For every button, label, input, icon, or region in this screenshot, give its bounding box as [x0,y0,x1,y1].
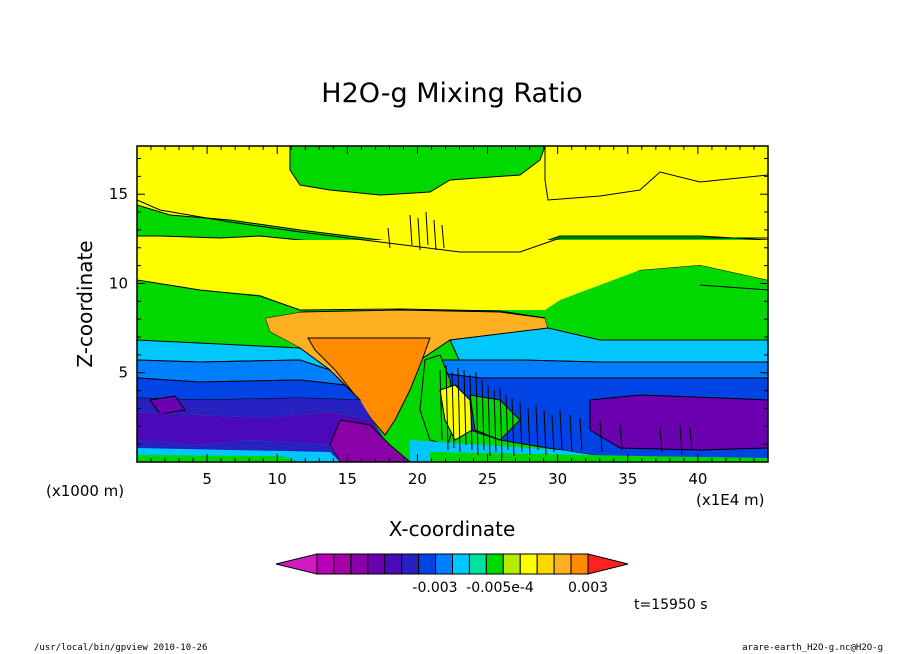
plot-area [137,146,768,462]
footer-left: /usr/local/bin/gpview 2010-10-26 [34,643,207,653]
y-tick-label: 10 [109,274,128,292]
colorbar-over-arrow [587,553,629,575]
colorbar-segment [519,553,538,575]
colorbar-label: -0.005e-4 [466,580,534,596]
time-label: t=15950 s [634,597,708,613]
colorbar-segment [570,553,589,575]
contour-yellow-streak [439,384,473,441]
colorbar-segment [468,553,487,575]
y-tick-labels: 5 10 15 [109,185,128,382]
colorbar-under-arrow [275,553,318,575]
colorbar-segment [553,553,572,575]
colorbar-label: -0.003 [412,580,457,596]
contour-blue-right [429,359,768,379]
colorbar-segment [485,553,504,575]
colorbar-segment [452,553,470,575]
plot-frame [136,145,769,463]
contour-yellow-right [544,146,768,201]
y-axis-label: Z-coordinate [73,240,97,367]
colorbar-segment [316,553,335,575]
y-tick-label: 15 [109,185,128,203]
contour-bottom-green-left [137,455,300,462]
x-tick-label: 25 [478,470,497,488]
x-unit-right: (x1E4 m) [696,491,765,509]
x-tick-label: 10 [268,470,287,488]
x-axis-label: X-coordinate [389,517,516,541]
x-tick-label: 20 [408,470,427,488]
contour-violet-spot [149,395,186,415]
colorbar-segment [367,553,386,575]
y-tick-marks [137,157,768,445]
x-tick-marks [150,146,755,462]
contour-green-right [545,285,768,340]
colorbar-label: 0.003 [568,580,608,596]
colorbar-segment [536,553,555,575]
x-tick-label: 40 [688,470,707,488]
y-tick-label: 5 [118,364,128,382]
contour-green-top [137,146,546,196]
x-tick-labels: 5 10 15 20 25 30 35 40 [202,470,707,488]
contour-yellow-lower [137,240,768,310]
colorbar-segment [384,553,403,575]
chart-title: H2O-g Mixing Ratio [321,78,582,109]
x-tick-label: 35 [618,470,637,488]
x-tick-label: 30 [548,470,567,488]
contour-indigo-left [137,398,372,420]
colorbar [275,553,629,575]
contour-violet-right [589,394,768,451]
colorbar-segment [502,553,521,575]
contour-purple-lower [137,412,385,445]
footer-right: arare-earth_H2O-g.nc@H2O-g [742,643,883,653]
contour-dark-orange-core [307,337,431,436]
colorbar-segment [401,553,420,575]
colorbar-segment [418,553,437,575]
contour-lines [137,199,768,459]
contour-green-left [137,280,300,348]
colorbar-segment [435,553,453,575]
colorbar-segment [333,553,352,575]
x-tick-label: 5 [202,470,212,488]
x-unit-left: (x1000 m) [46,482,124,500]
x-tick-label: 15 [338,470,357,488]
colorbar-segment [350,553,369,575]
